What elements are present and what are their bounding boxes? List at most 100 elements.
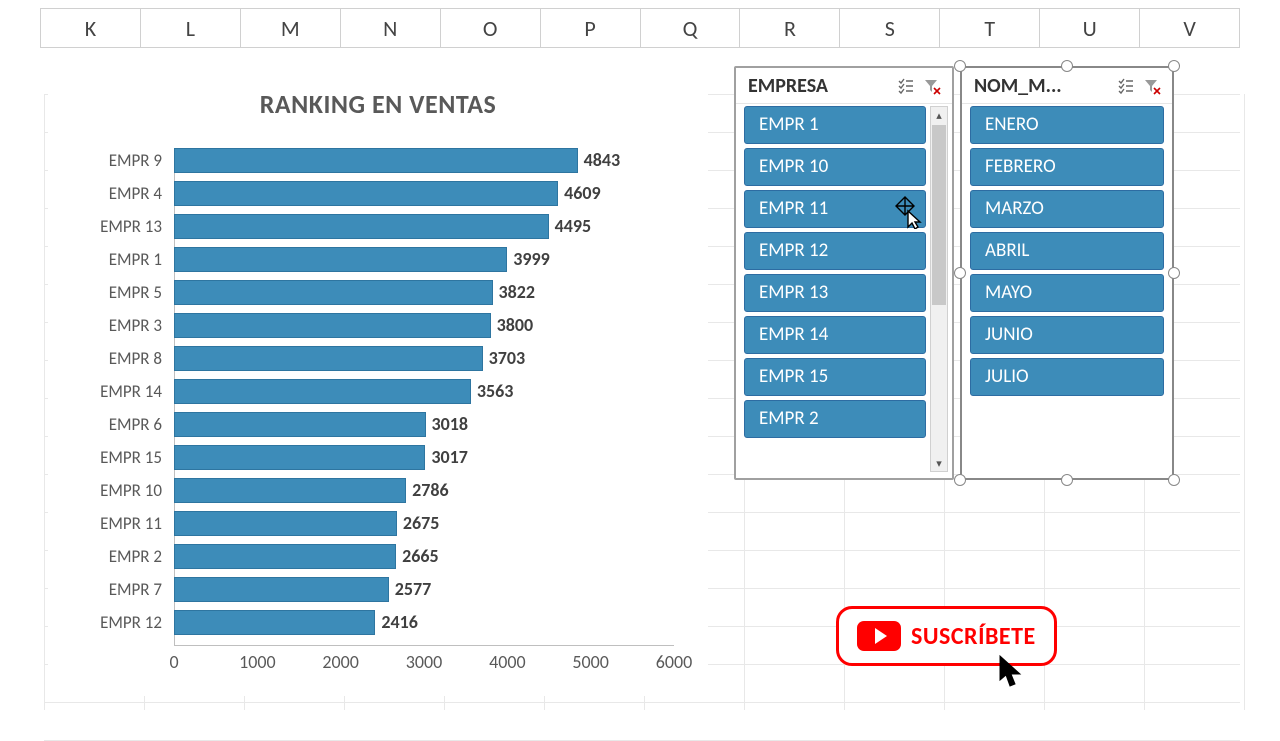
bar-fill[interactable] — [174, 511, 397, 536]
bar-row: EMPR 122416 — [68, 610, 688, 635]
slicer-item[interactable]: EMPR 12 — [744, 232, 926, 270]
chart-plot-area: 0100020003000400050006000 EMPR 94843EMPR… — [68, 148, 688, 656]
bar-fill[interactable] — [174, 280, 493, 305]
bar-fill[interactable] — [174, 412, 426, 437]
bar-fill[interactable] — [174, 478, 406, 503]
x-tick: 3000 — [406, 651, 443, 673]
column-header[interactable]: K — [40, 9, 141, 47]
multi-select-icon[interactable] — [1114, 74, 1138, 98]
column-header[interactable]: N — [341, 9, 441, 47]
ranking-chart[interactable]: RANKING EN VENTAS 0100020003000400050006… — [48, 70, 708, 696]
bar-fill[interactable] — [174, 610, 375, 635]
scroll-up-icon[interactable]: ▴ — [931, 107, 947, 123]
bar-fill[interactable] — [174, 346, 483, 371]
bar-label: EMPR 5 — [68, 280, 168, 305]
column-header[interactable]: P — [541, 9, 641, 47]
bar-label: EMPR 14 — [68, 379, 168, 404]
slicer-title: EMPRESA — [748, 74, 892, 98]
scroll-thumb[interactable] — [932, 125, 946, 305]
bar-row: EMPR 153017 — [68, 445, 688, 470]
chart-title: RANKING EN VENTAS — [48, 88, 708, 120]
bar-value: 4609 — [564, 181, 601, 206]
slicer-item[interactable]: MARZO — [970, 190, 1164, 228]
selection-handle[interactable] — [954, 267, 966, 279]
column-header[interactable]: O — [441, 9, 541, 47]
slicer-item[interactable]: EMPR 10 — [744, 148, 926, 186]
selection-handle[interactable] — [1168, 474, 1180, 486]
bar-fill[interactable] — [174, 445, 425, 470]
bar-label: EMPR 4 — [68, 181, 168, 206]
subscribe-label: SUSCRÍBETE — [911, 622, 1036, 651]
selection-handle[interactable] — [1168, 60, 1180, 72]
column-headers: KLMNOPQRSTUV — [40, 8, 1240, 48]
bar-fill[interactable] — [174, 577, 389, 602]
bar-row: EMPR 33800 — [68, 313, 688, 338]
column-header[interactable]: V — [1140, 9, 1240, 47]
bar-row: EMPR 63018 — [68, 412, 688, 437]
bar-value: 3703 — [489, 346, 526, 371]
multi-select-icon[interactable] — [894, 74, 918, 98]
x-axis: 0100020003000400050006000 — [174, 645, 674, 675]
bar-fill[interactable] — [174, 313, 491, 338]
slicer-item[interactable]: EMPR 2 — [744, 400, 926, 438]
scroll-down-icon[interactable]: ▾ — [931, 455, 947, 471]
slicer-item[interactable]: JUNIO — [970, 316, 1164, 354]
bar-label: EMPR 3 — [68, 313, 168, 338]
column-header[interactable]: R — [740, 9, 840, 47]
bar-value: 4843 — [584, 148, 621, 173]
youtube-icon — [857, 621, 901, 651]
slicer-item[interactable]: ABRIL — [970, 232, 1164, 270]
selection-handle[interactable] — [954, 474, 966, 486]
clear-filter-icon[interactable] — [1140, 74, 1164, 98]
slicer-nom-m[interactable]: NOM_M... ENERO FEBRERO MARZO ABRIL MAYO JUNIO… — [960, 66, 1174, 480]
slicer-item[interactable]: ENERO — [970, 106, 1164, 144]
column-header[interactable]: Q — [641, 9, 741, 47]
clear-filter-icon[interactable] — [920, 74, 944, 98]
bar-row: EMPR 8 3703 — [68, 346, 688, 371]
column-header[interactable]: S — [840, 9, 940, 47]
bar-label: EMPR 2 — [68, 544, 168, 569]
column-header[interactable]: U — [1040, 9, 1140, 47]
column-header[interactable]: L — [141, 9, 241, 47]
bar-fill[interactable] — [174, 544, 396, 569]
bar-value: 2675 — [403, 511, 440, 536]
slicer-body: EMPR 1EMPR 10EMPR 11EMPR 12EMPR 13EMPR 1… — [744, 106, 926, 472]
bar-fill[interactable] — [174, 379, 471, 404]
bar-label: EMPR 1 — [68, 247, 168, 272]
bar-fill[interactable] — [174, 181, 558, 206]
bar-label: EMPR 9 — [68, 148, 168, 173]
slicer-item[interactable]: EMPR 13 — [744, 274, 926, 312]
slicer-item[interactable]: EMPR 1 — [744, 106, 926, 144]
bar-value: 3563 — [477, 379, 514, 404]
bar-row: EMPR 112675 — [68, 511, 688, 536]
slicer-item[interactable]: FEBRERO — [970, 148, 1164, 186]
bar-fill[interactable] — [174, 214, 549, 239]
bar-label: EMPR 8 — [68, 346, 168, 371]
bar-label: EMPR 6 — [68, 412, 168, 437]
bar-value: 3999 — [513, 247, 550, 272]
selection-handle[interactable] — [1061, 474, 1073, 486]
x-tick: 1000 — [239, 651, 276, 673]
slicer-item[interactable]: EMPR 15 — [744, 358, 926, 396]
bar-value: 2665 — [402, 544, 439, 569]
slicer-empresa[interactable]: EMPRESA EMPR 1EMPR 10EMPR 11EMPR 12EMPR … — [734, 66, 954, 480]
column-header[interactable]: T — [940, 9, 1040, 47]
bar-label: EMPR 12 — [68, 610, 168, 635]
selection-handle[interactable] — [1168, 267, 1180, 279]
slicer-item[interactable]: EMPR 14 — [744, 316, 926, 354]
slicer-item[interactable]: MAYO — [970, 274, 1164, 312]
x-tick: 4000 — [489, 651, 526, 673]
bar-fill[interactable] — [174, 148, 578, 173]
slicer-title: NOM_M... — [974, 74, 1112, 98]
slicer-scrollbar[interactable]: ▴ ▾ — [930, 106, 948, 472]
selection-handle[interactable] — [954, 60, 966, 72]
slicer-header: EMPRESA — [736, 68, 952, 104]
column-header[interactable]: M — [241, 9, 341, 47]
move-cursor-icon — [894, 195, 924, 234]
bar-fill[interactable] — [174, 247, 507, 272]
bar-value: 2786 — [412, 478, 449, 503]
bar-row: EMPR 102786 — [68, 478, 688, 503]
selection-handle[interactable] — [1061, 60, 1073, 72]
bar-label: EMPR 13 — [68, 214, 168, 239]
slicer-item[interactable]: JULIO — [970, 358, 1164, 396]
